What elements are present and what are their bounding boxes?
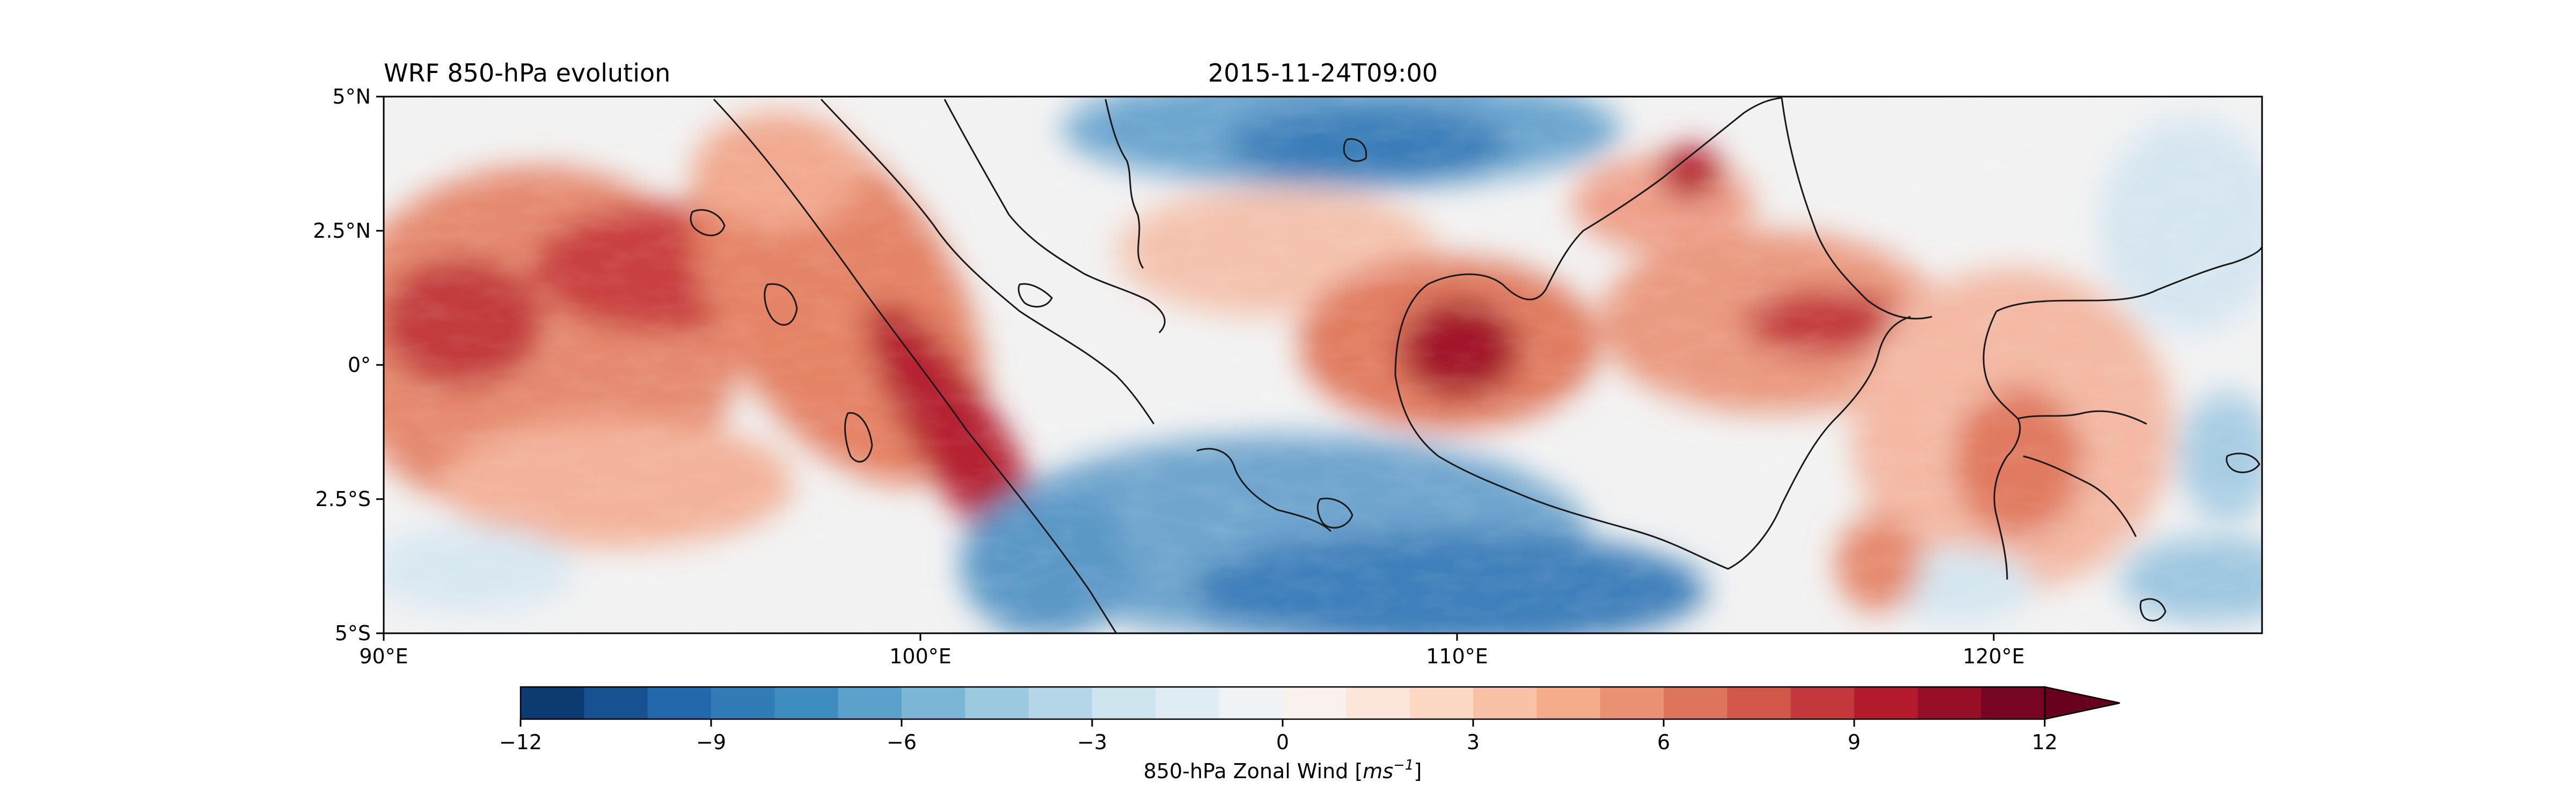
map-y-axis: 5°N 2.5°N 0° 2.5°S 5°S [313,85,384,645]
colorbar-segment [711,687,775,719]
x-tick-label: 100°E [889,645,952,668]
colorbar-label-unit: ms [1363,759,1393,783]
colorbar-tick-label: −3 [1077,730,1107,754]
colorbar-tick-label: 3 [1467,730,1480,754]
colorbar-segment [1854,687,1918,719]
colorbar-segment [1155,687,1220,719]
x-tick-label: 110°E [1426,645,1488,668]
colorbar-segment [1283,687,1346,719]
colorbar-tick-label: −9 [696,730,726,754]
colorbar-tick-label: −12 [499,730,542,754]
colorbar-label: 850-hPa Zonal Wind [ms−1] [1144,757,1422,783]
map-x-axis: 90°E 100°E 110°E 120°E [359,633,2025,668]
colorbar-segment [838,687,902,719]
colorbar-segment [1346,687,1410,719]
colorbar-tick-label: 0 [1276,730,1289,754]
colorbar-segment [647,687,712,719]
x-tick-label: 120°E [1963,645,2025,668]
y-tick-label: 5°N [332,85,371,108]
colorbar-segment [1409,687,1474,719]
colorbar-segments [521,687,2045,719]
colorbar-segment [1536,687,1601,719]
zonal-wind-field [384,97,2262,633]
colorbar-segment [521,687,584,719]
colorbar-label-exponent: −1 [1393,757,1414,773]
map-title-left: WRF 850-hPa evolution [384,58,670,87]
colorbar-label-text: 850-hPa Zonal Wind [ [1144,759,1363,783]
y-tick-label: 2.5°N [313,219,371,243]
x-tick-label: 90°E [359,645,408,668]
colorbar-extend-arrow [2044,686,2120,720]
colorbar-ticks: −12 −9 −6 −3 0 3 6 9 12 [499,719,2058,754]
colorbar-segment [965,687,1029,719]
colorbar-segment [1473,687,1537,719]
colorbar-segment [1981,687,2045,719]
colorbar-segment [774,687,839,719]
colorbar-tick-label: 9 [1848,730,1861,754]
colorbar-tick-label: −6 [887,730,917,754]
y-tick-label: 2.5°S [315,487,371,511]
coastlines [690,97,2262,633]
y-tick-label: 0° [348,353,371,377]
colorbar-segment [902,687,965,719]
colorbar-segment [1092,687,1156,719]
colorbar: −12 −9 −6 −3 0 3 6 9 12 850-hPa Zonal Wind [ms−1… [499,686,2120,783]
colorbar-segment [1219,687,1283,719]
colorbar-tick-label: 12 [2032,730,2058,754]
colorbar-segment [1664,687,1728,719]
colorbar-tick-label: 6 [1657,730,1670,754]
colorbar-segment [1790,687,1855,719]
colorbar-segment [1918,687,1982,719]
colorbar-segment [1727,687,1791,719]
colorbar-segment [1600,687,1664,719]
colorbar-segment [584,687,648,719]
y-tick-label: 5°S [335,621,371,645]
map-title-center: 2015-11-24T09:00 [1208,58,1438,87]
colorbar-segment [1028,687,1093,719]
colorbar-label-close: ] [1414,759,1422,783]
